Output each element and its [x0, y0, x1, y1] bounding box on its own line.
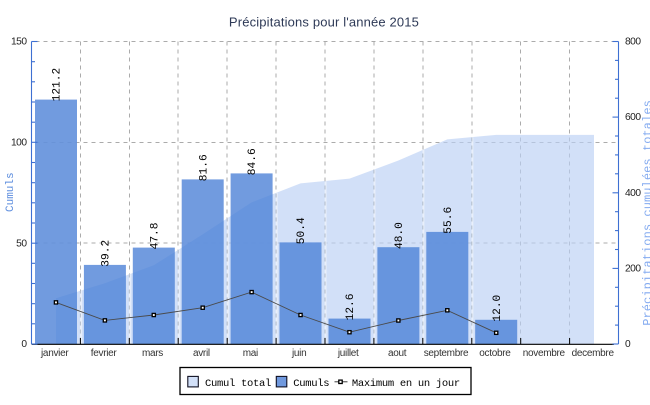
svg-text:avril: avril	[193, 348, 210, 359]
svg-text:Cumuls: Cumuls	[5, 172, 17, 212]
svg-text:octobre: octobre	[479, 348, 511, 359]
svg-text:47.8: 47.8	[149, 223, 161, 250]
svg-text:Maximum en un jour: Maximum en un jour	[352, 378, 460, 390]
svg-text:200: 200	[625, 263, 641, 274]
svg-text:81.6: 81.6	[198, 154, 210, 181]
svg-text:janvier: janvier	[40, 348, 69, 359]
svg-text:juin: juin	[291, 348, 306, 359]
svg-text:mars: mars	[142, 348, 163, 359]
svg-text:12.6: 12.6	[345, 294, 357, 321]
svg-text:600: 600	[625, 112, 641, 123]
svg-text:0: 0	[625, 339, 631, 350]
svg-text:84.6: 84.6	[247, 148, 259, 175]
svg-text:septembre: septembre	[424, 348, 469, 359]
svg-text:400: 400	[625, 188, 641, 199]
svg-text:fevrier: fevrier	[91, 348, 118, 359]
svg-text:50.4: 50.4	[296, 217, 308, 244]
svg-text:mai: mai	[243, 348, 258, 359]
svg-text:Précipitations pour l'année 20: Précipitations pour l'année 2015	[229, 15, 419, 30]
svg-text:55.6: 55.6	[443, 207, 455, 234]
svg-text:48.0: 48.0	[394, 222, 406, 249]
svg-text:800: 800	[625, 37, 641, 48]
svg-text:12.0: 12.0	[492, 294, 504, 321]
svg-text:Cumul total: Cumul total	[205, 378, 271, 390]
svg-text:39.2: 39.2	[101, 240, 113, 267]
svg-text:121.2: 121.2	[52, 68, 64, 102]
svg-text:150: 150	[11, 37, 27, 48]
svg-text:aout: aout	[388, 348, 407, 359]
svg-text:decembre: decembre	[572, 348, 615, 359]
svg-text:juillet: juillet	[337, 348, 359, 359]
svg-text:Précipitations cumulées totale: Précipitations cumulées totales	[641, 100, 650, 326]
svg-text:novembre: novembre	[523, 348, 566, 359]
svg-text:0: 0	[21, 339, 27, 350]
svg-text:50: 50	[16, 238, 27, 249]
svg-text:100: 100	[11, 137, 27, 148]
svg-text:Cumuls: Cumuls	[293, 378, 329, 390]
